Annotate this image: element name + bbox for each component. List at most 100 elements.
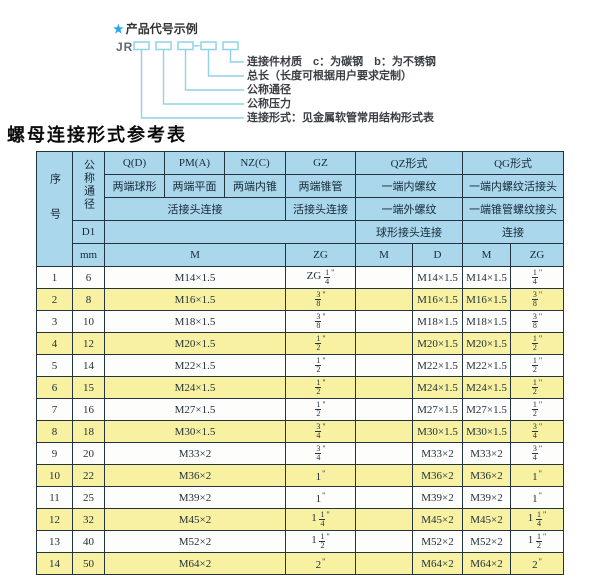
cell-qg-m: M27×1.5 [462,398,512,421]
code-box [222,41,239,51]
table-row: 1 6 M14×1.5 ZG 1 4 " M14×1.5 M14×1.5 1 4 " [36,266,565,289]
cell-dn: 50 [72,552,105,575]
diagram-title-text: 产品代号示例 [125,22,198,36]
header-ends-gz: 两端锥管 [285,174,356,198]
cell-qg-zg: 2" [510,552,565,575]
cell-dn: 15 [72,376,105,399]
cell-qz-d: M39×2 [411,486,464,509]
cell-seq: 11 [36,486,73,509]
connector-line [207,50,244,77]
header-ends-nzc: 两端内锥 [224,174,286,198]
cell-gz: 1 1 2 " [285,530,356,553]
cell-qz-m [355,266,413,289]
cell-gz: 1 2 " [285,332,356,355]
header-d1: D1 [72,220,105,244]
cell-qg-m: M30×1.5 [462,420,512,443]
table-row: 12 32 M45×2 1 1 4 " M45×2 M45×2 1 1 4 " [36,508,565,531]
code-diagram-lines [133,41,244,119]
cell-m: M64×2 [104,552,286,575]
cell-qg-zg: 1 4 " [510,266,565,289]
cell-qg-m: M52×2 [462,530,512,553]
code-label-diameter: 公称通径 [247,84,291,96]
cell-m: M33×2 [104,442,286,465]
cell-qz-m [355,354,413,377]
cell-qg-zg: 1 2 " [510,376,565,399]
cell-m: M16×1.5 [104,288,286,311]
cell-qg-m: M18×1.5 [462,310,512,333]
table-row: 2 8 M16×1.5 3 8 " M16×1.5 M16×1.5 3 8 " [36,288,565,311]
cell-gz: 3 8 " [285,288,356,311]
header-code-qz: QZ形式 [354,151,464,175]
cell-qg-zg: 3 8 " [510,310,565,333]
connector-line [229,50,244,63]
cell-seq: 3 [36,310,73,333]
cell-dn: 25 [72,486,105,509]
header-code-qg: QG形式 [462,151,565,175]
cell-gz: 1 2 " [285,398,356,421]
cell-seq: 14 [36,552,73,575]
table-body: 1 6 M14×1.5 ZG 1 4 " M14×1.5 M14×1.5 1 4 " 2 8 M16×1.… [36,266,565,575]
diagram-title: ★ 产品代号示例 [113,20,198,37]
table-row: 7 16 M27×1.5 1 2 " M27×1.5 M27×1.5 1 2 " [36,398,565,421]
cell-qz-m [355,398,413,421]
cell-seq: 8 [36,420,73,443]
header-unit-qg-zg: ZG [510,243,565,267]
code-box [155,41,172,51]
cell-dn: 40 [72,530,105,553]
cell-gz: 3 4 " [285,442,356,465]
table-row: 4 12 M20×1.5 1 2 " M20×1.5 M20×1.5 1 2 " [36,332,565,355]
header-ends-qd: 两端球形 [104,174,165,198]
cell-dn: 6 [72,266,105,289]
cell-qg-m: M14×1.5 [462,266,512,289]
cell-gz: 3 8 " [285,310,356,333]
cell-qz-d: M30×1.5 [411,420,464,443]
table-row: 10 22 M36×2 1" M36×2 M36×2 1" [36,464,565,487]
cell-qz-d: M18×1.5 [411,310,464,333]
cell-seq: 1 [36,266,73,289]
cell-dn: 14 [72,354,105,377]
cell-qg-m: M64×2 [462,552,512,575]
cell-m: M20×1.5 [104,332,286,355]
header-qg-row2: 一端内螺纹活接头 [462,174,565,198]
table-row: 14 50 M64×2 2" M64×2 M64×2 2" [36,552,565,575]
table-row: 5 14 M22×1.5 1 2 " M22×1.5 M22×1.5 1 2 " [36,354,565,377]
cell-m: M36×2 [104,464,286,487]
connector-line [184,50,244,91]
header-dn: 公称通径 [72,151,105,221]
cell-qz-d: M24×1.5 [411,376,464,399]
header-unit-m: M [104,243,286,267]
cell-qg-zg: 1 2 " [510,332,565,355]
header-code-pma: PM(A) [164,151,225,175]
cell-qz-d: M64×2 [411,552,464,575]
cell-qz-m [355,464,413,487]
cell-qz-d: M52×2 [411,530,464,553]
cell-gz: ZG 1 4 " [285,266,356,289]
page-title: 螺母连接形式参考表 [7,125,187,145]
header-qg-row3: 一端锥管螺纹接头 [462,197,565,221]
cell-m: M27×1.5 [104,398,286,421]
cell-dn: 8 [72,288,105,311]
header-qg-row4: 连接 [462,220,565,244]
cell-m: M14×1.5 [104,266,286,289]
cell-gz: 1 2 " [285,376,356,399]
table-row: 11 25 M39×2 1" M39×2 M39×2 1" [36,486,565,509]
header-qz-row3: 一端外螺纹 [354,197,464,221]
cell-qg-m: M39×2 [462,486,512,509]
cell-qz-d: M36×2 [411,464,464,487]
cell-seq: 12 [36,508,73,531]
cell-qg-zg: 3 8 " [510,288,565,311]
header-ends-pma: 两端平面 [164,174,225,198]
cell-gz: 1 2 " [285,354,356,377]
cell-seq: 2 [36,288,73,311]
code-label-pressure: 公称压力 [247,98,291,110]
connector-line [162,50,244,105]
cell-seq: 7 [36,398,73,421]
cell-qz-m [355,288,413,311]
header-gz-conn: 活接头连接 [285,197,356,221]
cell-qz-m [355,530,413,553]
product-prefix: JR [116,40,134,54]
cell-seq: 10 [36,464,73,487]
cell-seq: 5 [36,354,73,377]
cell-qz-d: M33×2 [411,442,464,465]
cell-qg-m: M20×1.5 [462,332,512,355]
